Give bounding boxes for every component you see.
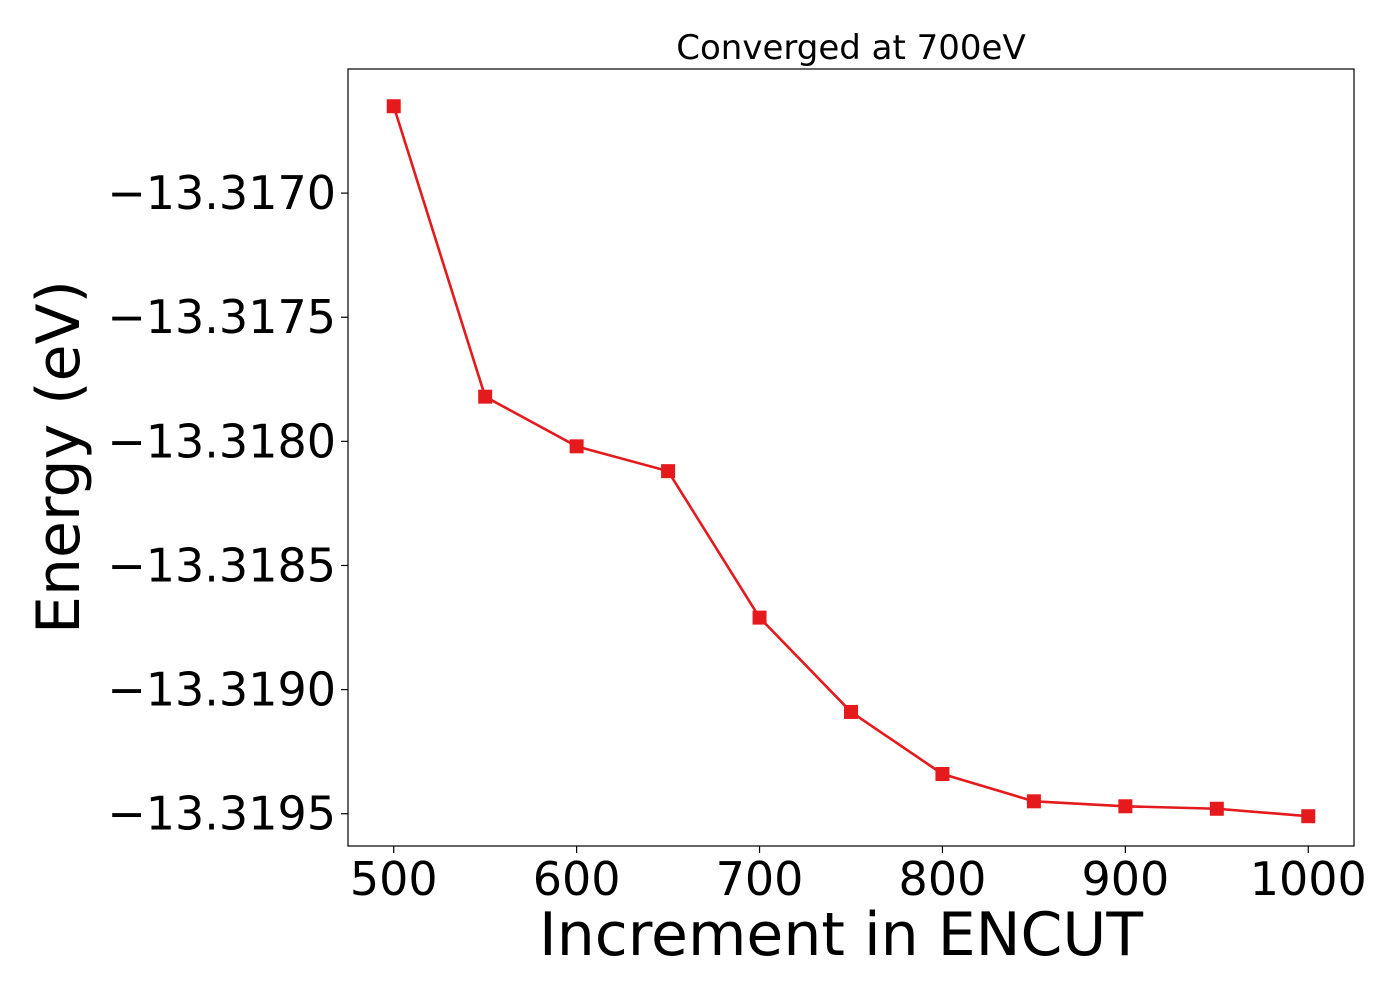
y-tick-label: −13.3170 [107,166,336,220]
data-point-marker [478,389,493,404]
plot-area-frame [347,68,1355,847]
y-tick-label: −13.3190 [107,663,336,717]
x-tick-label: 900 [1081,852,1169,906]
x-tick-label: 700 [716,852,804,906]
data-point-marker [1209,801,1224,816]
y-tick-label: −13.3180 [107,414,336,468]
data-point-marker [1026,794,1041,809]
y-tick-label: −13.3185 [107,538,336,592]
data-point-marker [1118,799,1133,814]
data-point-marker [1301,809,1316,824]
data-point-marker [752,610,767,625]
x-axis-ticks: 500 600 700 800 900 1000 [350,846,1367,906]
y-axis-ticks: −13.3170 −13.3175 −13.3180 −13.3185 −13.3190… [107,166,348,841]
y-tick-label: −13.3195 [107,787,336,841]
x-tick-label: 800 [899,852,987,906]
x-axis-label: Increment in ENCUT [539,900,1143,970]
data-point-marker [569,439,584,454]
series-layer [386,99,1316,824]
data-point-marker [386,99,401,114]
x-tick-label: 500 [350,852,438,906]
data-point-marker [844,704,858,719]
data-point-marker [661,464,676,479]
y-axis-label: Energy (eV) [24,280,94,634]
x-tick-label: 600 [533,852,621,906]
x-tick-label: 1000 [1250,852,1367,906]
y-tick-label: −13.3175 [107,290,336,344]
chart-title: Converged at 700eV [676,28,1025,68]
data-point-marker [935,767,950,782]
